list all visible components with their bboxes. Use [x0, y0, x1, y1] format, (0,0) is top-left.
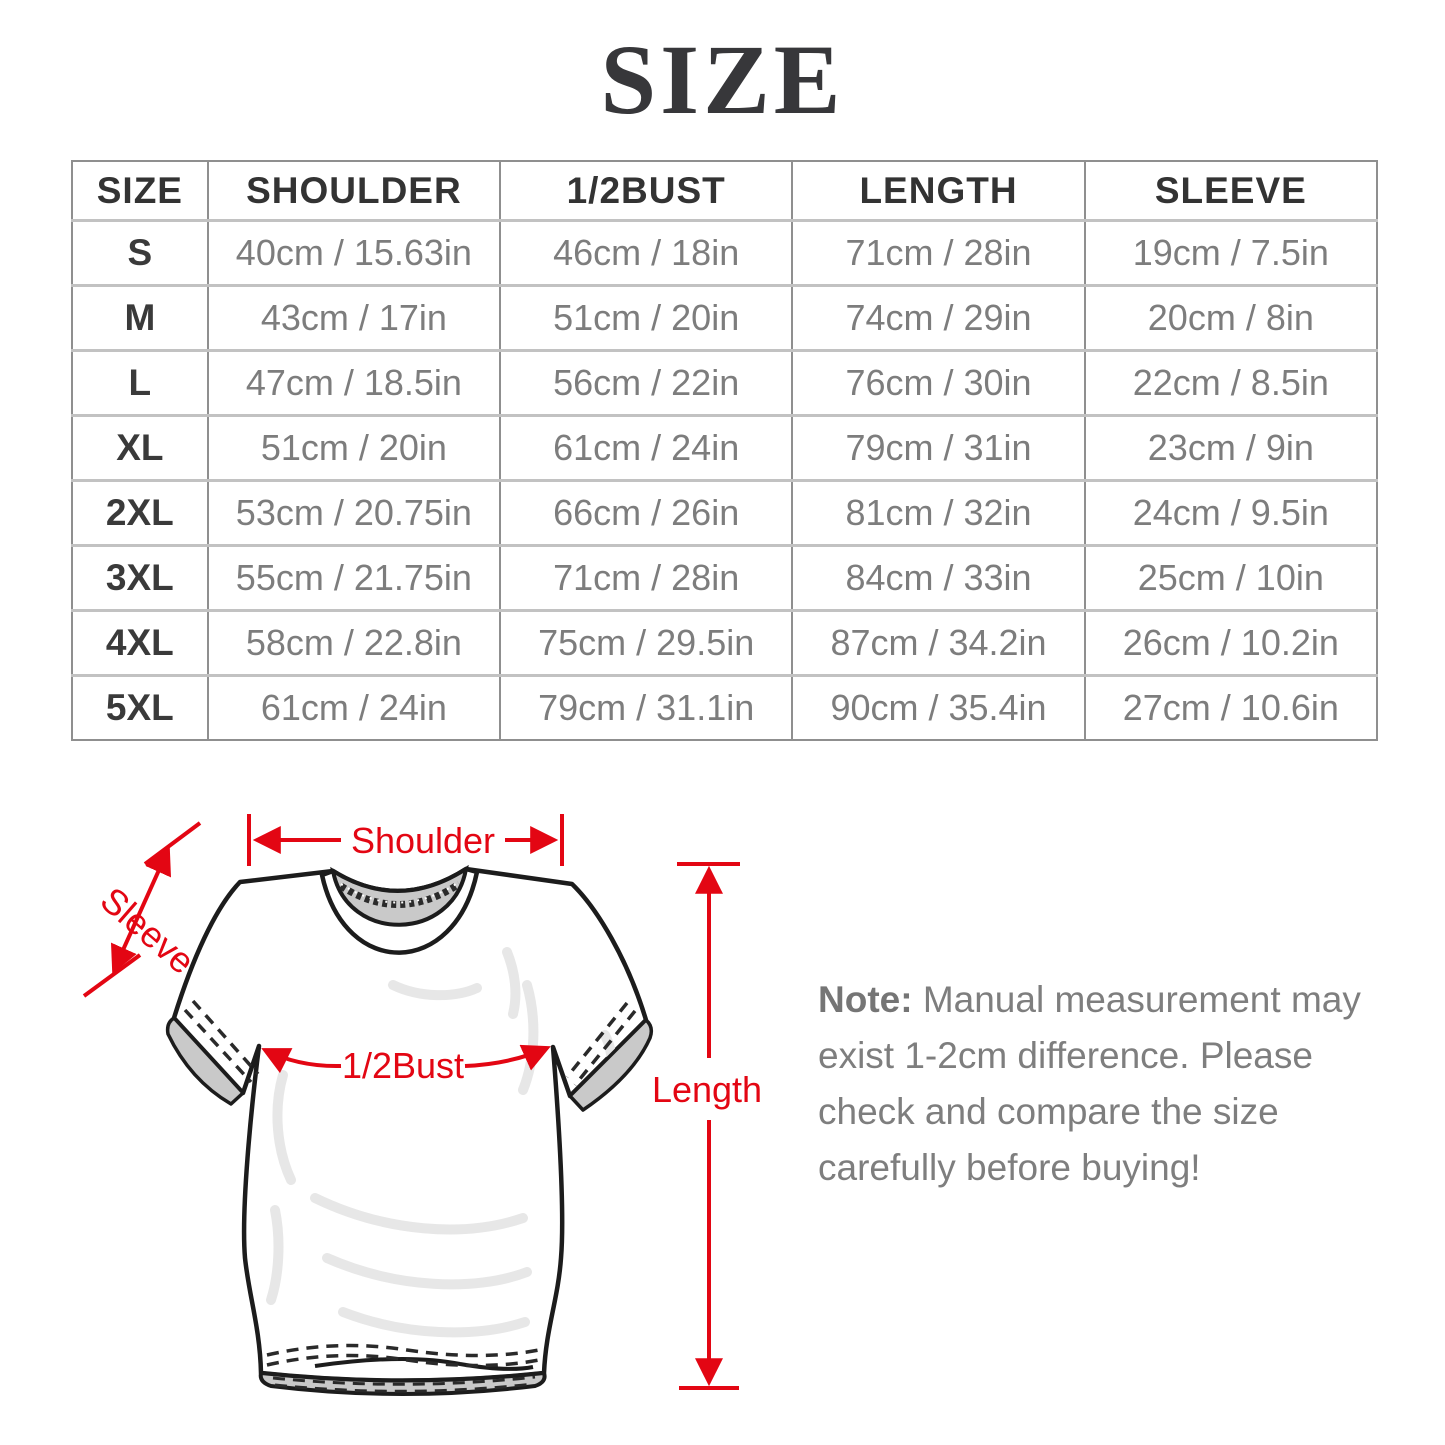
measurement-cell: 79cm / 31in — [791, 414, 1086, 482]
note-line: exist 1-2cm difference. Please — [818, 1035, 1313, 1076]
length-dimension — [677, 862, 740, 1390]
shoulder-dimension — [247, 814, 564, 866]
measurement-cell: 51cm / 20in — [499, 284, 794, 352]
note-label: Note: — [818, 979, 913, 1020]
bottom-hem — [258, 1343, 547, 1396]
size-cell: XL — [71, 414, 209, 482]
measurement-cell: 40cm / 15.63in — [206, 219, 502, 287]
sleeve-dimension — [82, 821, 202, 998]
size-cell: S — [71, 219, 209, 287]
left-cuff — [165, 999, 260, 1106]
measurement-cell: 22cm / 8.5in — [1083, 349, 1379, 417]
table-row: 4XL 58cm / 22.8in 75cm / 29.5in 87cm / 3… — [71, 609, 1379, 677]
size-table: SIZE SHOULDER 1/2BUST LENGTH SLEEVE S 40… — [71, 160, 1379, 741]
table-row: M 43cm / 17in 51cm / 20in 74cm / 29in 20… — [71, 284, 1379, 352]
measurement-cell: 90cm / 35.4in — [791, 674, 1086, 741]
measurement-cell: 74cm / 29in — [791, 284, 1086, 352]
bust-dimension — [261, 1044, 551, 1074]
measurement-cell: 46cm / 18in — [499, 219, 794, 287]
length-label: Length — [652, 1069, 762, 1110]
table-row: 3XL 55cm / 21.75in 71cm / 28in 84cm / 33… — [71, 544, 1379, 612]
note-line: check and compare the size — [818, 1091, 1279, 1132]
measurement-cell: 26cm / 10.2in — [1083, 609, 1379, 677]
note-line: carefully before buying! — [818, 1147, 1201, 1188]
table-row: 5XL 61cm / 24in 79cm / 31.1in 90cm / 35.… — [71, 674, 1379, 741]
measurement-cell: 53cm / 20.75in — [206, 479, 502, 547]
size-cell: 2XL — [71, 479, 209, 547]
measurement-cell: 23cm / 9in — [1083, 414, 1379, 482]
tshirt-measurement-diagram: Shoulder Sleeve 1/2Bust Length — [82, 814, 762, 1396]
table-header-row: SIZE SHOULDER 1/2BUST LENGTH SLEEVE — [71, 160, 1379, 222]
header-length: LENGTH — [791, 160, 1086, 222]
bust-label: 1/2Bust — [342, 1045, 464, 1086]
header-bust: 1/2BUST — [499, 160, 794, 222]
measurement-cell: 61cm / 24in — [499, 414, 794, 482]
note-text: Note: Manual measurement may exist 1-2cm… — [818, 972, 1378, 1196]
measurement-cell: 87cm / 34.2in — [791, 609, 1086, 677]
measurement-cell: 43cm / 17in — [206, 284, 502, 352]
header-sleeve: SLEEVE — [1083, 160, 1379, 222]
size-cell: 5XL — [71, 674, 209, 741]
table-row: L 47cm / 18.5in 56cm / 22in 76cm / 30in … — [71, 349, 1379, 417]
measurement-cell: 47cm / 18.5in — [206, 349, 502, 417]
measurement-cell: 81cm / 32in — [791, 479, 1086, 547]
measurement-cell: 76cm / 30in — [791, 349, 1086, 417]
measurement-annotations — [82, 814, 740, 1390]
tshirt-icon — [165, 864, 654, 1396]
header-shoulder: SHOULDER — [206, 160, 502, 222]
measurement-cell: 79cm / 31.1in — [499, 674, 794, 741]
measurement-cell: 61cm / 24in — [206, 674, 502, 741]
measurement-cell: 56cm / 22in — [499, 349, 794, 417]
measurement-cell: 51cm / 20in — [206, 414, 502, 482]
measurement-cell: 24cm / 9.5in — [1083, 479, 1379, 547]
collar — [319, 864, 480, 955]
table-row: 2XL 53cm / 20.75in 66cm / 26in 81cm / 32… — [71, 479, 1379, 547]
page-title: SIZE — [600, 24, 845, 135]
measurement-cell: 20cm / 8in — [1083, 284, 1379, 352]
size-cell: 3XL — [71, 544, 209, 612]
measurement-cell: 27cm / 10.6in — [1083, 674, 1379, 741]
measurement-cell: 19cm / 7.5in — [1083, 219, 1379, 287]
measurement-cell: 55cm / 21.75in — [206, 544, 502, 612]
table-row: XL 51cm / 20in 61cm / 24in 79cm / 31in 2… — [71, 414, 1379, 482]
measurement-cell: 71cm / 28in — [499, 544, 794, 612]
table-row: S 40cm / 15.63in 46cm / 18in 71cm / 28in… — [71, 219, 1379, 287]
measurement-cell: 75cm / 29.5in — [499, 609, 794, 677]
header-size: SIZE — [71, 160, 209, 222]
measurement-cell: 58cm / 22.8in — [206, 609, 502, 677]
size-cell: M — [71, 284, 209, 352]
measurement-cell: 25cm / 10in — [1083, 544, 1379, 612]
note-line: Note: Manual measurement may — [818, 979, 1361, 1020]
shoulder-label: Shoulder — [351, 820, 495, 861]
measurement-cell: 71cm / 28in — [791, 219, 1086, 287]
measurement-cell: 66cm / 26in — [499, 479, 794, 547]
size-cell: 4XL — [71, 609, 209, 677]
right-cuff — [565, 1001, 654, 1112]
measurement-cell: 84cm / 33in — [791, 544, 1086, 612]
size-cell: L — [71, 349, 209, 417]
